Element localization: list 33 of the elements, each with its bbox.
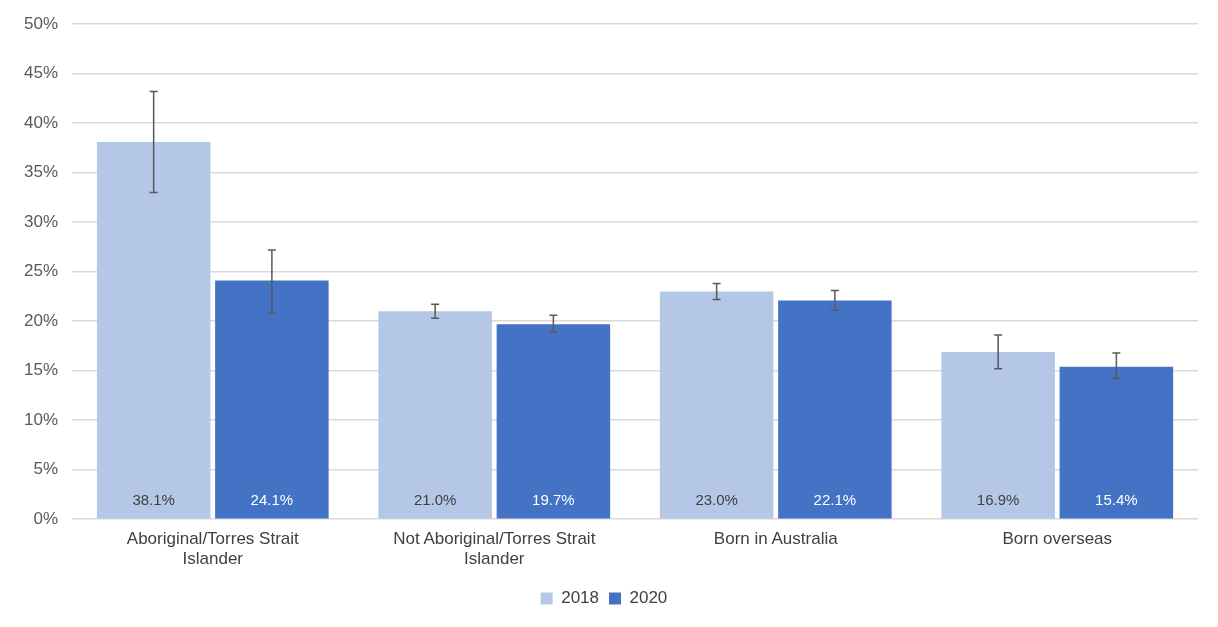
data-label: 19.7% — [532, 491, 575, 509]
y-tick-label: 10% — [23, 409, 59, 429]
y-tick-label: 15% — [23, 360, 59, 380]
bar — [1059, 366, 1174, 519]
x-tick-label: Aboriginal/Torres Strait Islander — [126, 529, 300, 569]
y-tick-label: 20% — [23, 310, 59, 330]
bar — [778, 300, 892, 519]
legend-label: 2018 — [561, 588, 600, 608]
y-tick-label: 50% — [23, 13, 59, 33]
bar — [215, 280, 329, 519]
data-label: 24.1% — [250, 491, 294, 509]
data-label: 38.1% — [132, 491, 175, 509]
x-tick-label: Not Aboriginal/Torres Strait Islander — [393, 529, 596, 569]
y-tick-label: 45% — [23, 63, 59, 83]
y-tick-label: 0% — [33, 508, 59, 528]
data-label: 21.0% — [413, 491, 457, 509]
legend-label: 2020 — [629, 588, 668, 608]
x-tick-label: Born in Australia — [713, 529, 839, 549]
x-tick-label: Born overseas — [1002, 529, 1113, 549]
bar — [96, 142, 211, 519]
bar — [659, 291, 774, 519]
y-tick-label: 35% — [23, 162, 59, 182]
bar — [941, 351, 1055, 519]
y-tick-label: 5% — [33, 459, 59, 479]
data-label: 15.4% — [1095, 491, 1138, 509]
y-tick-label: 30% — [23, 211, 59, 231]
y-tick-label: 40% — [23, 112, 59, 132]
bar — [496, 324, 611, 519]
bar — [378, 311, 492, 519]
data-label: 16.9% — [976, 491, 1020, 509]
data-label: 22.1% — [813, 491, 857, 509]
y-tick-label: 25% — [23, 261, 59, 281]
data-label: 23.0% — [695, 491, 738, 509]
